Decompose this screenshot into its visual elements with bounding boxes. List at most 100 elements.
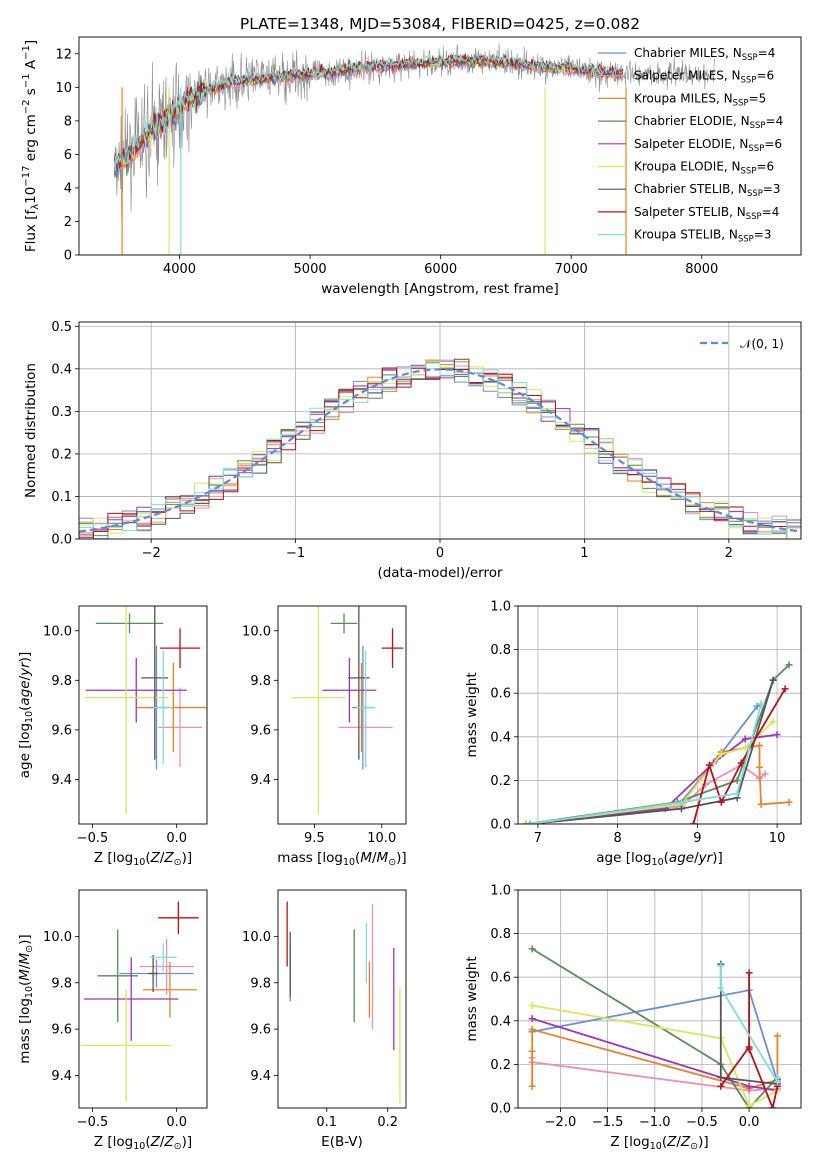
- legend-entry: 𝒩(0, 1): [740, 337, 784, 351]
- y-tick-label: 0.4: [490, 1014, 511, 1029]
- y-tick-label: 0.0: [51, 533, 72, 548]
- x-tick-label: 4000: [163, 262, 196, 277]
- x-tick-label: −0.5: [77, 831, 109, 846]
- y-tick-label: 0.3: [51, 405, 72, 420]
- mass-weight-marker: [717, 798, 725, 806]
- plot-area-mass-weight-vs-Z: [518, 890, 801, 1108]
- mass-weight-line: [525, 733, 778, 824]
- mass-weight-line: [529, 679, 774, 824]
- mass-weight-marker: [745, 969, 753, 977]
- x-tick-label: −1.5: [592, 1115, 624, 1130]
- y-axis-label: Flux [fλ10−17 erg cm−2 s−1 A−1]: [21, 40, 41, 252]
- mass-weight-marker: [528, 945, 536, 953]
- legend-entry: Salpeter STELIB, NSSP=4: [634, 205, 779, 222]
- y-tick-label: 10.0: [242, 624, 271, 639]
- y-tick-label: 6: [64, 148, 72, 163]
- mass-weight-marker: [528, 1002, 536, 1010]
- mass-weight-marker: [781, 685, 789, 693]
- y-tick-label: 0.6: [490, 687, 511, 702]
- mass-weight-marker: [761, 770, 769, 778]
- x-axis-label: wavelength [Angstrom, rest frame]: [321, 281, 559, 297]
- y-tick-label: 0.0: [490, 818, 511, 833]
- y-tick-label: 10: [55, 81, 72, 96]
- mass-weight-marker: [756, 763, 764, 771]
- x-tick-label: −1.0: [639, 1115, 671, 1130]
- axes-frame: [78, 36, 802, 256]
- y-tick-label: 10.0: [43, 930, 72, 945]
- legend-entry: Chabrier ELODIE, NSSP=4: [634, 114, 783, 131]
- x-tick-label: 10.0: [367, 831, 396, 846]
- panel-mass-weight-vs-Z: −2.0 −1.5 −1.0 −0.5 0.0 0.0 0.2 0.4 0.6 0.8 1.0 Z […: [464, 884, 802, 1152]
- observed-spectrum-line: [114, 43, 716, 219]
- mass-weight-marker: [773, 1032, 781, 1040]
- panel-mass-vs-Z: −0.5 0.0 9.4 9.6 9.8 10.0 Z [log10(Z/Z⊙)] mass …: [17, 889, 208, 1152]
- mass-weight-marker: [528, 1047, 536, 1055]
- x-tick-label: 0.0: [739, 1115, 760, 1130]
- x-axis-label: (data-model)/error: [377, 565, 503, 581]
- x-tick-label: 5000: [294, 262, 327, 277]
- y-axis-label: age [log10(age/yr)]: [17, 652, 35, 778]
- y-tick-label: 0.4: [51, 362, 72, 377]
- mass-weight-marker: [705, 761, 713, 769]
- legend-entry: Kroupa ELODIE, NSSP=6: [634, 160, 774, 177]
- y-tick-label: 10.0: [43, 624, 72, 639]
- panel-spectrum: 4000 5000 6000 7000 8000 0 2 4 6 8 10 12 wavelength …: [21, 36, 802, 297]
- x-tick-label: 0.0: [166, 1115, 187, 1130]
- mass-weight-marker: [773, 1073, 781, 1081]
- y-tick-label: 1.0: [490, 600, 511, 615]
- mass-weight-line: [720, 972, 779, 1108]
- plot-area-residuals: [79, 322, 801, 539]
- mass-weight-marker: [717, 750, 725, 758]
- mass-weight-marker: [741, 744, 749, 752]
- chart-panels: 4000 5000 6000 7000 8000024681012wavelength …: [17, 36, 802, 1152]
- y-tick-label: 0.2: [490, 1058, 511, 1073]
- residual-histogram: [79, 362, 801, 539]
- legend-entry: Chabrier MILES, NSSP=4: [634, 46, 775, 63]
- y-tick-label: 0: [64, 249, 72, 264]
- y-tick-label: 0.0: [490, 1102, 511, 1117]
- y-tick-label: 9.4: [51, 773, 72, 788]
- y-tick-label: 9.8: [250, 674, 271, 689]
- y-tick-label: 0.5: [51, 320, 72, 335]
- mass-weight-line: [531, 1028, 779, 1090]
- y-tick-label: 0.1: [51, 490, 72, 505]
- axes-frame: [277, 889, 407, 1109]
- mass-weight-marker: [769, 1104, 777, 1108]
- page-title: PLATE=1348, MJD=53084, FIBERID=0425, z=0…: [240, 15, 640, 33]
- x-tick-label: 9: [693, 831, 701, 846]
- mass-weight-marker: [717, 962, 725, 970]
- axes-frame: [517, 605, 802, 825]
- y-tick-label: 0.6: [490, 971, 511, 986]
- y-tick-label: 0.2: [490, 774, 511, 789]
- mass-weight-marker: [757, 800, 765, 808]
- x-axis-label: Z [log10(Z/Z⊙)]: [94, 1134, 192, 1152]
- x-axis-label: Z [log10(Z/Z⊙)]: [94, 850, 192, 868]
- legend-entry: Kroupa STELIB, NSSP=3: [634, 228, 772, 245]
- mass-weight-marker: [741, 735, 749, 743]
- x-tick-label: −0.5: [686, 1115, 718, 1130]
- y-tick-label: 9.4: [250, 773, 271, 788]
- plot-area-mass-weight-vs-age: [518, 606, 801, 824]
- mass-weight-marker: [757, 700, 765, 708]
- y-tick-label: 9.6: [250, 1023, 271, 1038]
- axes-frame: [517, 889, 802, 1109]
- x-tick-label: 7000: [555, 262, 588, 277]
- plot-area-age-vs-Z: [84, 606, 207, 815]
- residual-histogram: [79, 361, 801, 539]
- y-tick-label: 0.4: [490, 730, 511, 745]
- y-axis-label: mass [log10(M/M⊙)]: [17, 934, 35, 1063]
- y-tick-label: 9.6: [51, 1023, 72, 1038]
- x-axis-label: Z [log10(Z/Z⊙)]: [610, 1134, 708, 1152]
- x-tick-label: −2.0: [545, 1115, 577, 1130]
- mass-weight-marker: [528, 1015, 536, 1023]
- residual-histogram: [79, 360, 801, 539]
- y-tick-label: 0.8: [490, 643, 511, 658]
- mass-weight-marker: [717, 1073, 725, 1081]
- gaussian-reference-line: [79, 368, 801, 533]
- y-tick-label: 9.8: [51, 976, 72, 991]
- x-tick-label: 2: [725, 546, 733, 561]
- legend: Chabrier MILES, NSSP=4 Salpeter MILES, NS…: [598, 46, 783, 245]
- x-tick-label: 10: [769, 831, 786, 846]
- y-tick-label: 9.4: [51, 1069, 72, 1084]
